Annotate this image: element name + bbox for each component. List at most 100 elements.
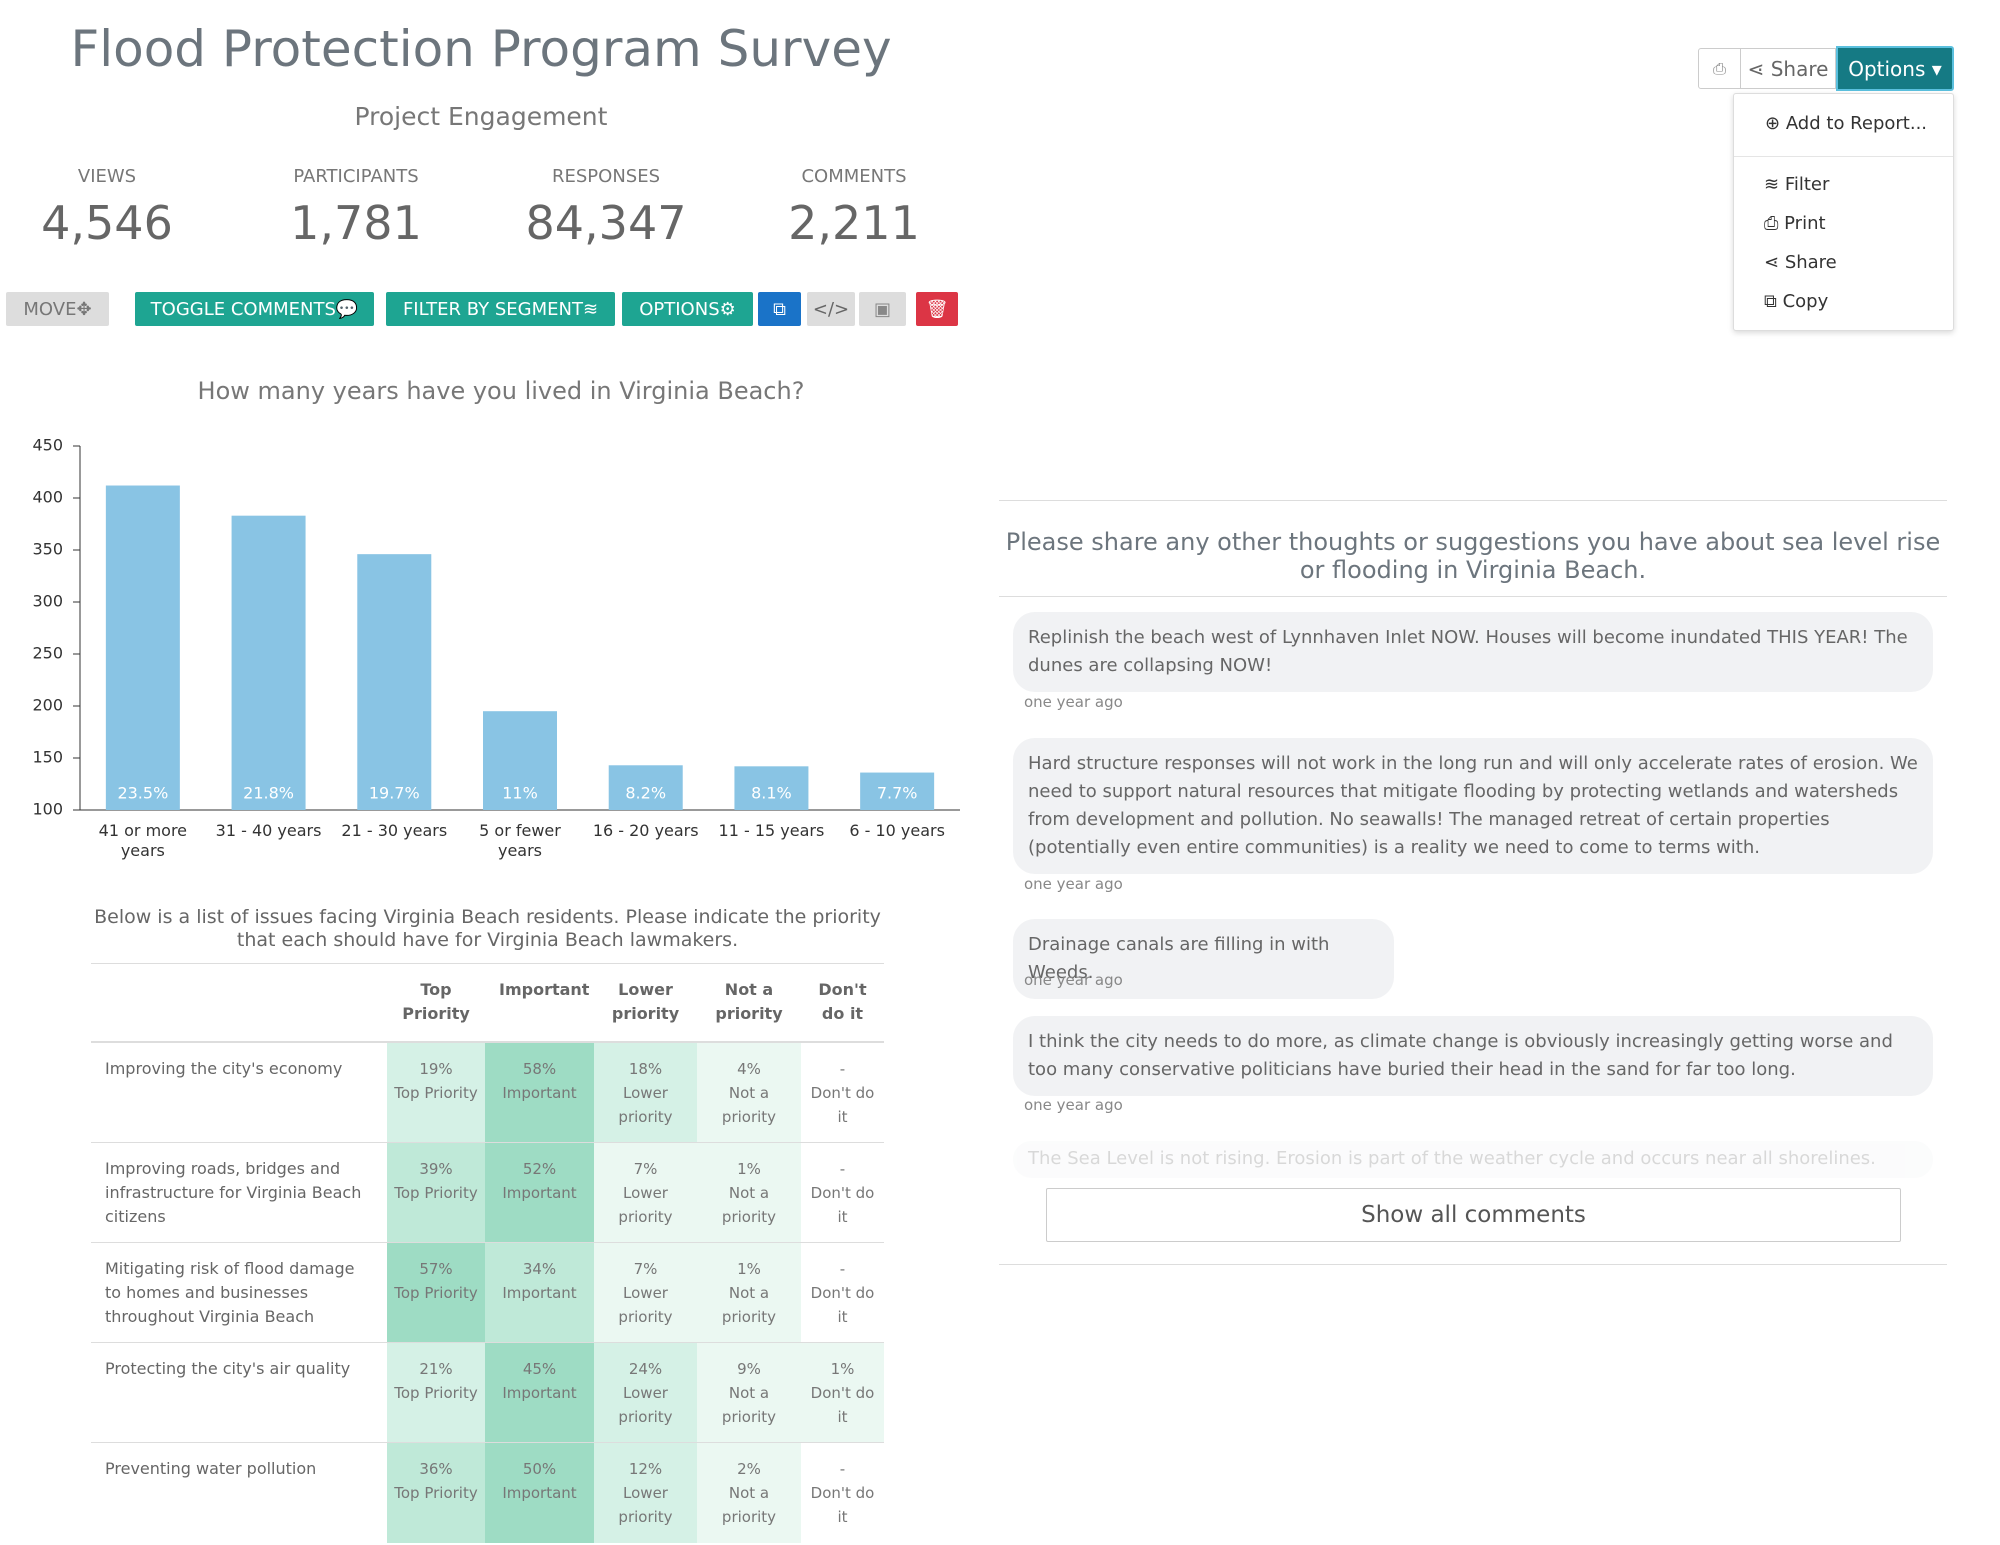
- cell-label: Don't do it: [810, 1084, 875, 1126]
- menu-item[interactable]: ⧉ Copy: [1764, 291, 1828, 312]
- cell-value: -: [839, 1060, 846, 1078]
- toolbar-button[interactable]: TOGGLE COMMENTS 💬: [135, 292, 374, 326]
- button-icon: ✥: [76, 298, 92, 320]
- table-cell: 1% Don't do it: [801, 1343, 884, 1442]
- toolbar-button[interactable]: MOVE ✥: [6, 292, 109, 326]
- table-rule: [91, 1342, 884, 1343]
- cell-label: Top Priority: [394, 1384, 478, 1402]
- cell-label: Important: [502, 1084, 577, 1102]
- menu-item[interactable]: ⋖ Share: [1764, 252, 1837, 273]
- bar: [231, 515, 306, 810]
- column-header: Not a priority: [715, 980, 783, 1023]
- cell-value: 1%: [830, 1360, 855, 1378]
- x-tick-label: 31 - 40 years: [215, 821, 322, 840]
- button-label: OPTIONS: [639, 298, 720, 320]
- table-cell: 24% Lower priority: [594, 1343, 697, 1442]
- cell-value: 7%: [633, 1260, 658, 1278]
- cell-value: 7%: [633, 1160, 658, 1178]
- stat-value: 4,546: [41, 196, 173, 250]
- comment-time: one year ago: [1024, 1096, 1123, 1114]
- bar: [860, 772, 935, 810]
- cell-value: 18%: [628, 1060, 663, 1078]
- menu-icon: ≋: [1764, 174, 1785, 195]
- button-icon: ≋: [582, 298, 599, 320]
- divider: [999, 1264, 1947, 1265]
- cell-label: Not a priority: [721, 1284, 777, 1326]
- cell-value: 58%: [522, 1060, 557, 1078]
- bar-label: 23.5%: [117, 784, 168, 803]
- table-cell: 34% Important: [485, 1243, 594, 1342]
- stat-label: RESPONSES: [551, 166, 661, 187]
- cell-label: Not a priority: [721, 1484, 777, 1526]
- button-icon: 💬: [335, 298, 359, 320]
- cell-value: 2%: [737, 1460, 761, 1478]
- button-label: FILTER BY SEGMENT: [402, 298, 583, 320]
- comment: Drainage canals are filling in with Weed…: [1013, 919, 1394, 999]
- comment-time: one year ago: [1024, 693, 1123, 711]
- cell-label: Important: [502, 1484, 577, 1502]
- cell-label: Don't do it: [810, 1184, 875, 1226]
- cell-label: Top Priority: [394, 1484, 478, 1502]
- menu-label: Add to Report...: [1785, 113, 1928, 134]
- table-cell: 50% Important: [485, 1443, 594, 1543]
- embed-button[interactable]: </>: [807, 292, 855, 326]
- comment: Replinish the beach west of Lynnhaven In…: [1013, 612, 1933, 692]
- cell-label: Don't do it: [810, 1284, 875, 1326]
- cell-value: 36%: [419, 1460, 453, 1478]
- table-cell: 39% Top Priority: [387, 1143, 485, 1242]
- menu-label: Copy: [1782, 291, 1829, 312]
- menu-item[interactable]: ⎙ Print: [1764, 213, 1826, 234]
- comments-question: Please share any other thoughts or sugge…: [1005, 528, 1941, 584]
- comment-time: one year ago: [1024, 875, 1123, 893]
- show-all-comments-button[interactable]: Show all comments: [1046, 1188, 1901, 1242]
- menu-icon: ⋖: [1764, 252, 1785, 273]
- divider: [999, 500, 1947, 501]
- comment: I think the city needs to do more, as cl…: [1013, 1016, 1933, 1096]
- cell-value: -: [839, 1260, 846, 1278]
- table-cell: 19% Top Priority: [387, 1043, 485, 1142]
- subtitle: Project Engagement: [354, 102, 608, 131]
- cell-value: 12%: [628, 1460, 663, 1478]
- x-tick-label: 6 - 10 years: [849, 821, 945, 840]
- comment: Hard structure responses will not work i…: [1013, 738, 1933, 874]
- share-button[interactable]: ⋖ Share: [1740, 48, 1836, 89]
- table-cell: 52% Important: [485, 1143, 594, 1242]
- toolbar-button[interactable]: FILTER BY SEGMENT ≋: [386, 292, 615, 326]
- table-cell: - Don't do it: [801, 1443, 884, 1543]
- print-button[interactable]: ⎙: [1698, 48, 1741, 89]
- chart-title: How many years have you lived in Virgini…: [198, 377, 805, 405]
- table-rule: [91, 1041, 884, 1043]
- copy-button[interactable]: ⧉: [758, 292, 801, 326]
- column-header: Top Priority: [402, 980, 470, 1023]
- table-cell: 57% Top Priority: [387, 1243, 485, 1342]
- table-cell: - Don't do it: [801, 1243, 884, 1342]
- cell-label: Top Priority: [394, 1284, 478, 1302]
- x-tick-label: 41 or more years: [98, 821, 188, 860]
- row-label: Mitigating risk of flood damage to homes…: [105, 1259, 355, 1326]
- y-tick-label: 150: [32, 748, 63, 767]
- cell-value: -: [839, 1160, 846, 1178]
- cell-value: 50%: [522, 1460, 557, 1478]
- image-button[interactable]: ▣: [859, 292, 906, 326]
- share-label: Share: [1770, 56, 1829, 81]
- cell-value: 9%: [737, 1360, 761, 1378]
- comment-time: one year ago: [1024, 971, 1123, 989]
- y-tick-label: 450: [32, 436, 63, 455]
- menu-item[interactable]: ⊕ Add to Report...: [1765, 113, 1927, 134]
- delete-button[interactable]: 🗑: [916, 292, 958, 326]
- stat-value: 1,781: [290, 196, 422, 250]
- options-button[interactable]: Options ▾: [1836, 46, 1954, 91]
- table-rule: [91, 963, 884, 964]
- menu-icon: ⊕: [1765, 113, 1786, 134]
- x-tick-label: 16 - 20 years: [592, 821, 699, 840]
- cell-label: Lower priority: [618, 1284, 673, 1326]
- menu-item[interactable]: ≋ Filter: [1764, 174, 1829, 195]
- y-tick-label: 300: [32, 592, 63, 611]
- cell-label: Don't do it: [810, 1384, 875, 1426]
- bar: [734, 766, 809, 810]
- menu-icon: ⧉: [1764, 291, 1783, 312]
- row-label: Preventing water pollution: [105, 1459, 317, 1478]
- toolbar-button[interactable]: OPTIONS ⚙: [622, 292, 753, 326]
- cell-label: Important: [502, 1184, 577, 1202]
